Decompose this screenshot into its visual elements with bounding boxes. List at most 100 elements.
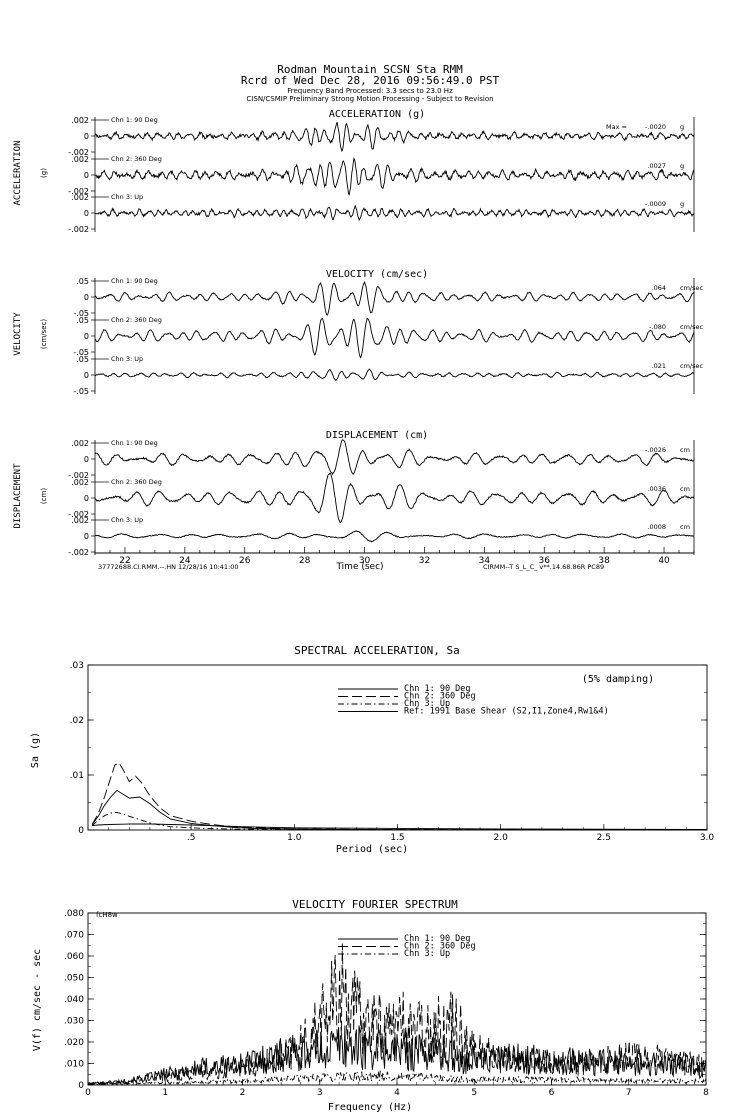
max-prefix: Max = [606,123,627,131]
legend-entry: Chn 3: Up [404,699,450,709]
sa-y-axis-label: Sa (g) [30,732,41,768]
channel-y-tick-label: .05 [76,355,89,364]
channel-y-tick-label: 0 [84,293,89,302]
y-tick-label: 0 [78,1081,84,1091]
channel-y-tick-label: .002 [71,155,89,164]
legend-entry: Chn 1: 90 Deg [404,684,471,694]
series-line [87,1025,707,1085]
channel-max-value: .0008 [647,523,666,531]
channel-max-value: -.0020 [645,123,666,131]
channel-y-tick-label: .002 [71,116,89,125]
channel-name: Chn 1: 90 Deg [111,277,158,285]
footer-right: CIRMM--T S_L_C_ v**.14.68.86R PC89 [483,563,604,571]
y-tick-label: .03 [70,661,84,671]
x-tick-label: 3 [317,1088,323,1098]
channel-y-tick-label: .002 [71,516,89,525]
footer-left: 37772688.CI.RMM.--.HN 12/28/16 10:41:00 [98,563,239,571]
channel-trace [94,280,695,316]
x-tick-label: 1 [162,1088,168,1098]
y-tick-label: .020 [64,1038,84,1048]
time-axis-tick-label: 24 [179,556,191,566]
y-tick-label: 0 [78,826,84,836]
time-axis-tick-label: 34 [479,556,491,566]
channel-y-tick-label: 0 [84,171,89,180]
channel-name: Chn 2: 360 Deg [111,155,162,163]
time-axis-tick-label: 36 [539,556,551,566]
channel-y-tick-label: -.05 [73,348,89,357]
y-tick-label: .010 [64,1060,84,1070]
channel-y-tick-label: 0 [84,532,89,541]
channel-y-tick-label: 0 [84,132,89,141]
channel-max-unit: g [680,123,684,131]
panel-title: VELOCITY (cm/sec) [326,269,428,280]
channel-y-tick-label: .05 [76,316,89,325]
channel-trace [94,530,695,543]
channel-max-unit: cm/sec [680,284,703,292]
time-axis: 22 24 26 28 30 32 34 36 38 40 [94,547,695,566]
sa-x-axis-label: Period (sec) [336,844,408,855]
panel-side-label: VELOCITY [13,312,23,356]
channel-y-tick-label: -.002 [68,548,89,557]
channel-max-unit: cm/sec [680,362,703,370]
time-axis-tick-label: 30 [359,556,371,566]
fourier-spectrum-chart: 0 1 2 3 4 5 6 7 8 0 .010 .020 .030 .040 .050 .060 .070 .0… [64,909,709,1098]
x-tick-label: 2.5 [597,833,611,843]
time-axis-label: Time (sec) [335,562,383,572]
series-line [92,823,708,830]
legend-entry: Chn 1: 90 Deg [404,934,471,944]
legend-entry: Chn 2: 360 Deg [404,942,476,952]
channel-trace [94,439,695,476]
channel-y-tick-label: -.002 [68,471,89,480]
channel-max-unit: g [680,200,684,208]
panel-unit-label: (cm) [40,488,48,504]
channel-y-tick-label: -.05 [73,387,89,396]
fourier-corner-label: fcH8w [96,911,118,919]
legend-entry: Chn 3: Up [404,949,450,959]
channel-y-tick-label: 0 [84,494,89,503]
channel-max-value: -.0026 [645,446,666,454]
legend-entry: Ref: 1991 Base Shear (S2,I1,Zone4,Rw1&4) [404,707,609,717]
channel-y-tick-label: -.002 [68,187,89,196]
time-axis-tick-label: 32 [419,556,430,566]
channel-trace [94,368,694,382]
time-axis-tick-label: 28 [299,556,311,566]
channel-name: Chn 1: 90 Deg [111,439,158,447]
channel-max-unit: g [680,162,684,170]
time-axis-tick-label: 38 [598,556,610,566]
channel-max-value: -.0009 [645,200,666,208]
y-tick-label: .060 [64,952,84,962]
channel-max-value: -.080 [649,323,666,331]
y-tick-label: .030 [64,1017,84,1027]
time-axis-tick-label: 22 [119,556,130,566]
y-tick-label: .02 [70,716,84,726]
channel-trace [94,317,695,359]
channel-max-unit: cm [680,446,690,454]
channel-y-tick-label: .002 [71,439,89,448]
x-tick-label: 2 [240,1088,246,1098]
record-line: Rcrd of Wed Dec 28, 2016 09:56:49.0 PST [241,74,500,87]
x-tick-label: 7 [626,1088,632,1098]
spectral-acceleration-chart: .5 1.0 1.5 2.0 2.5 3.0 0 .01 .02 .03 Chn 1: 90 Deg… [70,661,715,843]
displacement-panel: DISPLACEMENT (cm) DISPLACEMENT (cm) .002 0 -.… [13,430,695,557]
y-tick-label: .070 [64,931,84,941]
channel-y-tick-label: -.002 [68,510,89,519]
x-tick-label: 0 [85,1088,91,1098]
channel-max-unit: cm/sec [680,323,703,331]
x-tick-label: .5 [187,833,196,843]
x-tick-label: 5 [471,1088,477,1098]
y-tick-label: .01 [70,771,84,781]
channel-name: Chn 2: 360 Deg [111,316,162,324]
acceleration-panel: ACCELERATION (g) ACCELERATION (g) .002 0 -.00… [13,109,695,234]
x-tick-label: 2.0 [494,833,509,843]
y-tick-label: .050 [64,974,84,984]
y-tick-label: .040 [64,995,84,1005]
x-tick-label: 1.0 [287,833,302,843]
channel-trace [94,472,695,523]
channel-max-unit: cm [680,485,690,493]
channel-trace [94,156,695,196]
x-tick-label: 8 [703,1088,709,1098]
panel-unit-label: (g) [40,168,48,178]
channel-name: Chn 1: 90 Deg [111,116,158,124]
fourier-x-axis-label: Frequency (Hz) [328,1102,412,1113]
